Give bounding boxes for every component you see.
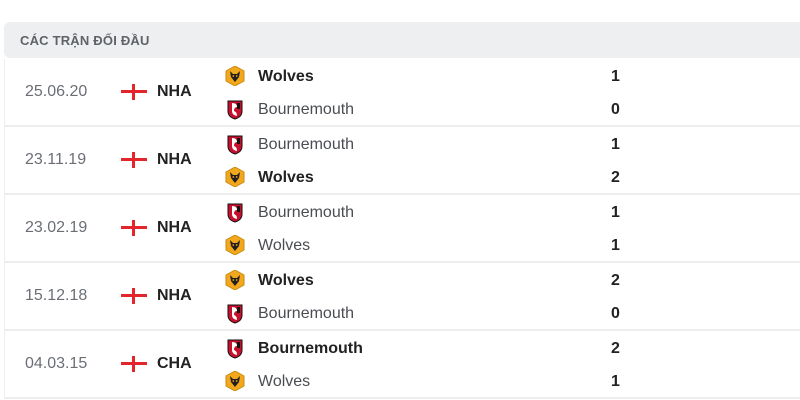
team-name: Bournemouth [258,305,355,322]
match-date: 23.02.19 [25,219,88,236]
competition-label: NHA [157,151,192,168]
team-line: Wolves 1 [223,367,793,397]
team-name: Bournemouth [258,101,355,118]
section-title: CÁC TRẬN ĐỐI ĐẦU [20,33,150,48]
team-score: 1 [611,204,620,221]
team-line: Wolves 1 [223,231,793,261]
team-score: 1 [611,68,620,85]
team-name: Bournemouth [258,340,363,357]
team-line: Bournemouth 2 [223,334,793,364]
competition-label: NHA [157,219,192,236]
team-score: 1 [611,373,620,390]
section-header: CÁC TRẬN ĐỐI ĐẦU [4,22,800,58]
team-name: Wolves [258,272,314,289]
match-date: 25.06.20 [25,83,88,100]
england-flag-icon [121,220,147,236]
match-row[interactable]: 15.12.18 NHA Wolves 2 Bournemouth 0 [4,263,800,331]
team-score: 2 [611,272,620,289]
team-score: 0 [611,101,620,118]
match-row[interactable]: 04.03.15 CHA Bournemouth 2 Wolves 1 [4,331,800,399]
team-score: 1 [611,136,620,153]
match-row[interactable]: 25.06.20 NHA Wolves 1 Bournemouth 0 [4,59,800,127]
england-flag-icon [121,152,147,168]
team-name: Bournemouth [258,136,355,153]
competition-label: NHA [157,287,192,304]
match-list: 25.06.20 NHA Wolves 1 Bournemouth 0 23.1… [4,59,800,399]
bournemouth-logo-icon [225,99,245,120]
wolves-logo-icon [225,370,245,392]
team-line: Wolves 2 [223,163,793,193]
bournemouth-logo-icon [225,303,245,324]
match-date: 15.12.18 [25,287,88,304]
match-row[interactable]: 23.02.19 NHA Bournemouth 1 Wolves 1 [4,195,800,263]
team-name: Wolves [258,237,311,254]
wolves-logo-icon [225,269,245,291]
competition-label: CHA [157,355,192,372]
team-line: Bournemouth 0 [223,299,793,329]
wolves-logo-icon [225,166,245,188]
wolves-logo-icon [225,234,245,256]
match-row[interactable]: 23.11.19 NHA Bournemouth 1 Wolves 2 [4,127,800,195]
england-flag-icon [121,356,147,372]
team-line: Bournemouth 1 [223,198,793,228]
team-name: Wolves [258,68,314,85]
match-date: 23.11.19 [25,151,87,168]
team-score: 2 [611,340,620,357]
team-line: Wolves 2 [223,266,793,296]
england-flag-icon [121,84,147,100]
bournemouth-logo-icon [225,202,245,223]
team-name: Wolves [258,373,311,390]
bournemouth-logo-icon [225,134,245,155]
team-name: Wolves [258,169,314,186]
team-name: Bournemouth [258,204,355,221]
team-score: 2 [611,169,620,186]
team-line: Bournemouth 1 [223,130,793,160]
team-line: Bournemouth 0 [223,95,793,125]
wolves-logo-icon [225,65,245,87]
team-score: 0 [611,305,620,322]
competition-label: NHA [157,83,192,100]
team-line: Wolves 1 [223,62,793,92]
england-flag-icon [121,288,147,304]
team-score: 1 [611,237,620,254]
bournemouth-logo-icon [225,338,245,359]
match-date: 04.03.15 [25,355,88,372]
